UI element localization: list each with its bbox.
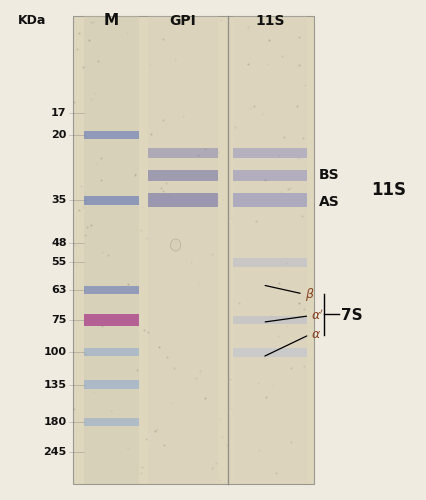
Text: 7S: 7S — [340, 308, 362, 324]
Text: AS: AS — [318, 194, 339, 208]
Text: 180: 180 — [43, 417, 66, 427]
Text: 55: 55 — [51, 258, 66, 268]
Bar — [83, 16, 139, 484]
Text: 11S: 11S — [370, 181, 405, 199]
Text: 17: 17 — [51, 108, 66, 118]
Text: KDa: KDa — [17, 14, 46, 27]
Bar — [147, 170, 217, 180]
Text: $\alpha'$: $\alpha'$ — [311, 308, 324, 323]
Text: 48: 48 — [51, 238, 66, 248]
Bar — [83, 314, 139, 326]
Bar — [73, 16, 313, 484]
Bar — [147, 16, 217, 484]
Bar — [83, 418, 139, 426]
Text: BS: BS — [318, 168, 339, 182]
Text: $\beta$: $\beta$ — [304, 286, 314, 304]
Bar — [232, 148, 306, 158]
Bar — [232, 16, 306, 484]
Circle shape — [170, 239, 180, 251]
Bar — [232, 193, 306, 207]
Bar — [232, 348, 306, 356]
Bar — [232, 258, 306, 266]
Text: 35: 35 — [51, 195, 66, 205]
Bar — [232, 316, 306, 324]
Text: 100: 100 — [43, 347, 66, 357]
Bar — [83, 132, 139, 140]
Bar — [232, 170, 306, 180]
Text: GPI: GPI — [169, 14, 196, 28]
Text: 11S: 11S — [255, 14, 284, 28]
Bar — [83, 380, 139, 389]
Bar — [147, 193, 217, 207]
Text: 135: 135 — [43, 380, 66, 390]
Text: 63: 63 — [51, 285, 66, 295]
Bar — [83, 286, 139, 294]
Text: 245: 245 — [43, 447, 66, 457]
Text: 20: 20 — [51, 130, 66, 140]
Bar — [83, 348, 139, 356]
Bar — [147, 148, 217, 158]
Text: M: M — [104, 13, 118, 28]
Text: 75: 75 — [51, 315, 66, 325]
Text: $\alpha$: $\alpha$ — [311, 328, 321, 342]
Bar — [83, 196, 139, 204]
